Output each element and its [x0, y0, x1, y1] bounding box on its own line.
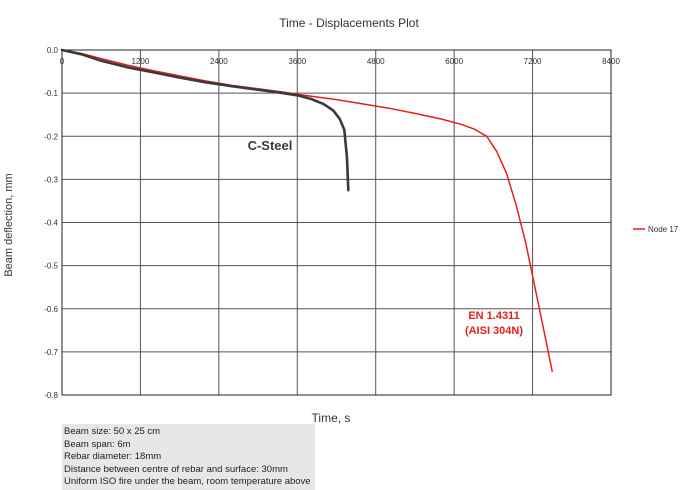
x-tick-label: 3600	[288, 57, 306, 66]
y-tick-label: -0.6	[44, 305, 58, 314]
x-tick-label: 8400	[602, 57, 620, 66]
x-tick-label: 0	[60, 57, 65, 66]
note-rebar-distance: Distance between centre of rebar and sur…	[64, 463, 288, 475]
note-beam-span: Beam span: 6m	[64, 438, 131, 450]
y-tick-label: -0.3	[44, 175, 58, 184]
series-lines	[60, 48, 553, 373]
grid-lines	[62, 50, 611, 395]
chart-title: Time - Displacements Plot	[279, 16, 419, 30]
x-tick-label: 4800	[367, 57, 385, 66]
series-line-node-17	[61, 49, 553, 373]
note-fire-condition: Uniform ISO fire under the beam, room te…	[64, 476, 311, 488]
y-tick-label: 0.0	[47, 46, 59, 55]
x-tick-label: 7200	[524, 57, 542, 66]
note-beam-size: Beam size: 50 x 25 cm	[64, 426, 161, 437]
y-tick-label: -0.7	[44, 348, 58, 357]
annotation-en-1-4311: EN 1.4311	[468, 310, 519, 322]
series-line-c-steel	[60, 48, 350, 192]
y-axis-label: Beam deflection, mm	[3, 173, 15, 276]
x-tick-label: 2400	[210, 57, 228, 66]
annotation-c-steel: C-Steel	[248, 138, 293, 153]
annotation-aisi-304n: (AISI 304N)	[465, 325, 523, 337]
y-tick-label: -0.2	[44, 132, 58, 141]
note-rebar-diameter: Rebar diameter: 18mm	[64, 451, 162, 463]
y-tick-label: -0.4	[44, 219, 58, 228]
plot-frame	[61, 49, 612, 396]
y-tick-label: -0.1	[44, 89, 58, 98]
x-tick-label: 6000	[445, 57, 463, 66]
x-axis-label: Time, s	[312, 411, 351, 425]
tick-labels: 0 1200 2400 3600 4800 6000 7200 8400 0.0 -0.1 -0.2…	[44, 46, 620, 400]
y-tick-label: -0.5	[44, 262, 58, 271]
legend-label-node-17: Node 17	[648, 225, 679, 234]
y-tick-label: -0.8	[44, 391, 58, 400]
simulation-notes: Beam size: 50 x 25 cm Beam span: 6m Reba…	[62, 424, 315, 490]
x-tick-label: 1200	[132, 57, 150, 66]
